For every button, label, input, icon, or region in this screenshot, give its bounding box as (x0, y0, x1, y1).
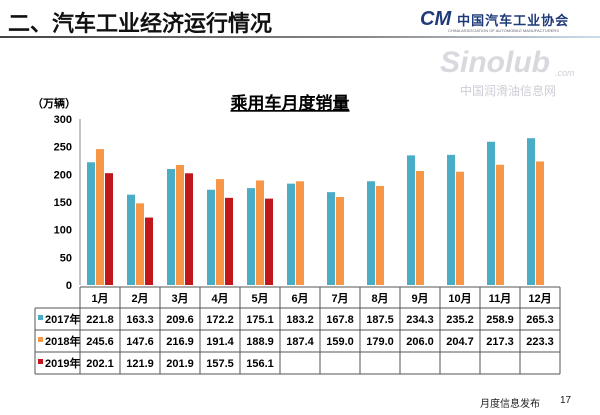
bar-2017年-3月 (167, 169, 175, 285)
legend-label: 2018年 (45, 334, 80, 348)
data-label: 245.6 (86, 336, 114, 348)
logo-subtitle: CHINA ASSOCIATION OF AUTOMOBILE MANUFACT… (448, 28, 559, 33)
y-tick-label: 200 (54, 169, 72, 181)
caam-logo: CM 中国汽车工业协会 CHINA ASSOCIATION OF AUTOMOB… (420, 8, 570, 33)
legend-label: 2019年 (45, 356, 80, 370)
bar-2018年-6月 (296, 181, 304, 285)
data-label: 209.6 (166, 314, 194, 326)
data-label: 167.8 (326, 314, 354, 326)
bar-2018年-11月 (496, 164, 504, 285)
legend-swatch-2018年 (38, 337, 43, 342)
bar-2018年-12月 (536, 161, 544, 285)
bar-2019年-5月 (265, 198, 273, 285)
data-label: 183.2 (286, 314, 314, 326)
x-tick-label: 2月 (131, 292, 148, 305)
x-tick-label: 11月 (489, 292, 512, 305)
data-label: 163.3 (126, 314, 154, 326)
bar-2017年-8月 (367, 181, 375, 285)
chart-title: 乘用车月度销量 (230, 93, 350, 113)
bar-2017年-5月 (247, 188, 255, 285)
x-tick-label: 5月 (251, 292, 268, 305)
data-label: 187.4 (286, 336, 314, 348)
x-tick-label: 9月 (411, 292, 428, 305)
data-label: 157.5 (206, 358, 234, 370)
x-tick-label: 3月 (171, 292, 188, 305)
slide-title: 二、汽车工业经济运行情况 (8, 11, 273, 36)
bar-2018年-9月 (416, 171, 424, 285)
data-label: 217.3 (486, 336, 514, 348)
y-tick-label: 50 (60, 252, 72, 264)
bar-2017年-10月 (447, 154, 455, 285)
data-label: 216.9 (166, 336, 194, 348)
x-tick-label: 1月 (91, 292, 108, 305)
bar-2017年-7月 (327, 192, 335, 285)
y-axis-label: （万辆） (32, 96, 76, 110)
title-divider (0, 36, 600, 38)
legend-label: 2017年 (45, 312, 80, 326)
data-label: 202.1 (86, 358, 114, 370)
bar-2018年-1月 (96, 149, 104, 285)
bar-2019年-4月 (225, 197, 233, 285)
data-label: 175.1 (246, 314, 274, 326)
watermark-cn: 中国润滑油信息网 (460, 84, 557, 98)
y-tick-label: 250 (54, 142, 72, 154)
y-tick-label: 100 (54, 225, 72, 237)
data-label: 187.5 (366, 314, 394, 326)
data-label: 188.9 (246, 336, 274, 348)
x-tick-label: 8月 (371, 292, 388, 305)
bar-2018年-4月 (216, 179, 224, 285)
data-label: 265.3 (526, 314, 554, 326)
data-label: 121.9 (126, 358, 154, 370)
bar-2018年-7月 (336, 197, 344, 285)
bar-2017年-12月 (527, 138, 535, 285)
bar-2019年-3月 (185, 173, 193, 285)
logo-mark: CM (420, 8, 452, 30)
data-label: 235.2 (446, 314, 474, 326)
bar-2018年-2月 (136, 203, 144, 285)
x-tick-label: 4月 (211, 292, 228, 305)
x-tick-label: 10月 (448, 292, 471, 305)
watermark-domain: .com (555, 68, 575, 78)
data-label: 204.7 (446, 336, 474, 348)
bar-2018年-10月 (456, 171, 464, 285)
data-label: 234.3 (406, 314, 434, 326)
x-tick-label: 7月 (331, 292, 348, 305)
y-tick-label: 150 (54, 197, 72, 209)
bar-2019年-1月 (105, 173, 113, 285)
data-label: 159.0 (326, 336, 354, 348)
bar-2019年-2月 (145, 217, 153, 285)
data-label: 206.0 (406, 336, 434, 348)
footer-text: 月度信息发布 (480, 399, 540, 410)
bar-2017年-6月 (287, 183, 295, 285)
y-tick-label: 300 (54, 114, 72, 126)
logo-text: 中国汽车工业协会 (457, 13, 570, 28)
page-number: 17 (560, 395, 572, 406)
data-label: 147.6 (126, 336, 154, 348)
bar-2017年-1月 (87, 162, 95, 285)
bar-2018年-3月 (176, 164, 184, 285)
bar-2018年-8月 (376, 185, 384, 285)
bar-2017年-9月 (407, 155, 415, 285)
data-label: 156.1 (246, 358, 274, 370)
data-label: 179.0 (366, 336, 394, 348)
legend-swatch-2017年 (38, 315, 43, 320)
watermark: Sinolub (440, 46, 550, 79)
bar-2017年-2月 (127, 194, 135, 285)
legend-swatch-2019年 (38, 359, 43, 364)
x-tick-label: 12月 (528, 292, 551, 305)
data-label: 258.9 (486, 314, 514, 326)
data-label: 201.9 (166, 358, 194, 370)
data-label: 172.2 (206, 314, 234, 326)
y-tick-label: 0 (66, 280, 72, 292)
x-tick-label: 6月 (291, 292, 308, 305)
data-label: 191.4 (206, 336, 234, 348)
bar-2017年-4月 (207, 189, 215, 285)
bar-2017年-11月 (487, 141, 495, 285)
data-label: 223.3 (526, 336, 554, 348)
bar-2018年-5月 (256, 180, 264, 285)
data-label: 221.8 (86, 314, 114, 326)
